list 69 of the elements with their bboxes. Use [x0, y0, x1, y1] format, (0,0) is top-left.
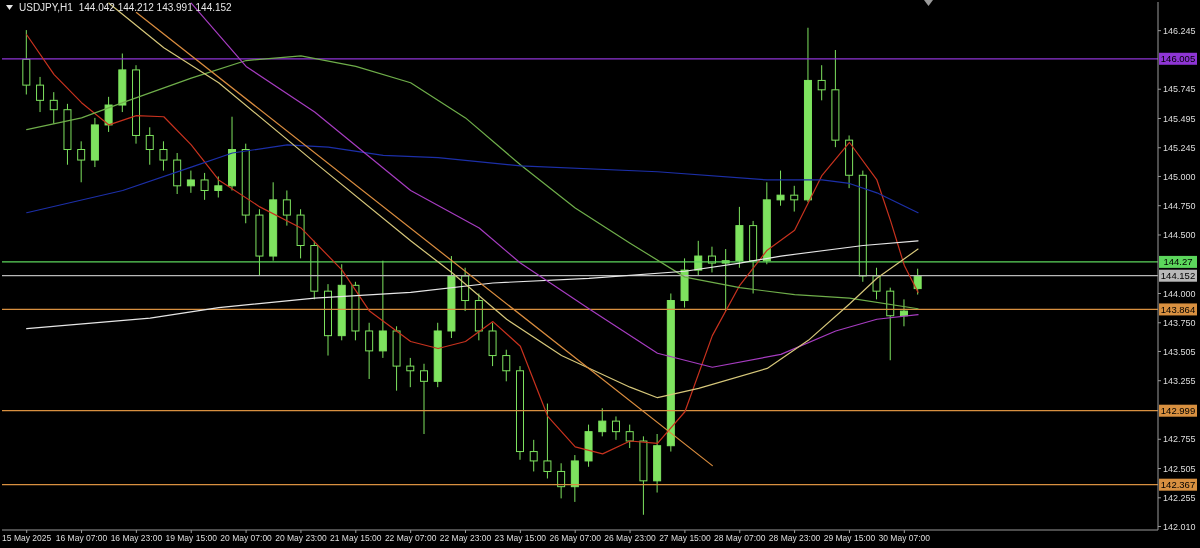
candlestick — [872, 267, 881, 300]
line-series — [26, 144, 919, 214]
y-tick-label: 145.000 — [1163, 171, 1196, 182]
x-tick-label: 15 May 2025 — [2, 533, 52, 544]
y-tick-label: 143.255 — [1163, 375, 1196, 386]
y-tick-label: 144.750 — [1163, 200, 1196, 211]
candlestick — [557, 462, 566, 499]
ref-line-label: 146.005 — [1160, 53, 1196, 65]
candlestick — [420, 363, 428, 435]
candlestick — [598, 407, 607, 437]
x-tick-label: 23 May 15:00 — [494, 533, 547, 544]
ref-line-label: 142.367 — [1160, 479, 1196, 491]
line-series — [26, 34, 919, 455]
y-tick-label: 146.245 — [1163, 25, 1196, 36]
y-tick-label: 145.745 — [1163, 84, 1196, 95]
candlestick — [776, 170, 785, 207]
x-tick-label: 28 May 07:00 — [714, 533, 766, 544]
candlestick — [899, 298, 908, 327]
x-tick-label: 19 May 15:00 — [165, 533, 218, 544]
x-tick-label: 28 May 23:00 — [768, 533, 821, 544]
candlestick — [200, 172, 209, 201]
ref-line-label: 144.152 — [1160, 270, 1196, 282]
y-tick-label: 142.505 — [1163, 463, 1196, 474]
ref-line-label: 143.864 — [1160, 303, 1196, 315]
x-tick-label: 27 May 15:00 — [659, 533, 711, 544]
chart-subtitle: 144.042 144.212 143.991 144.152 — [78, 2, 232, 13]
candlestick — [502, 349, 511, 382]
x-tick-label: 22 May 23:00 — [439, 533, 492, 544]
candlestick — [186, 170, 195, 194]
candlestick — [817, 64, 826, 101]
x-tick-label: 16 May 23:00 — [110, 533, 163, 544]
candlestick — [406, 357, 415, 388]
candlestick — [625, 424, 634, 449]
candlestick — [543, 403, 552, 479]
line-series — [26, 55, 919, 310]
x-tick-label: 29 May 15:00 — [823, 533, 876, 544]
x-tick-label: 21 May 15:00 — [330, 533, 382, 544]
candlestick — [790, 185, 799, 213]
candlestick — [365, 322, 374, 380]
candlestick — [77, 140, 86, 183]
candlestick — [159, 140, 168, 172]
x-tick-label: 26 May 07:00 — [549, 533, 602, 544]
candlestick — [214, 175, 223, 199]
y-tick-label: 143.750 — [1163, 317, 1196, 328]
y-tick-label: 144.000 — [1163, 288, 1196, 299]
x-tick-label: 16 May 07:00 — [55, 533, 108, 544]
y-tick-label: 142.255 — [1163, 493, 1196, 503]
x-tick-label: 22 May 07:00 — [384, 533, 437, 544]
y-tick-label: 144.500 — [1163, 230, 1196, 241]
y-tick-label: 145.245 — [1163, 142, 1196, 153]
ref-line-label: 142.999 — [1160, 405, 1196, 417]
y-tick-label: 145.495 — [1163, 113, 1196, 124]
ref-line-label: 144.27 — [1163, 256, 1193, 268]
x-tick-label: 20 May 23:00 — [275, 533, 327, 544]
chart-title: USDJPY,H1 — [19, 2, 73, 13]
candlestick — [36, 76, 45, 113]
y-tick-label: 143.505 — [1163, 346, 1196, 357]
x-tick-label: 30 May 07:00 — [878, 533, 931, 544]
candlestick — [611, 415, 620, 441]
candlestick — [282, 189, 291, 227]
candlestick — [145, 126, 154, 166]
candlestick — [49, 91, 58, 125]
y-tick-label: 142.755 — [1163, 434, 1196, 445]
line-series — [26, 240, 919, 330]
candlestick — [529, 439, 538, 472]
candlestick — [378, 260, 387, 359]
y-tick-label: 142.010 — [1163, 521, 1196, 532]
x-tick-label: 26 May 23:00 — [604, 533, 657, 544]
x-tick-label: 20 May 07:00 — [220, 533, 273, 544]
